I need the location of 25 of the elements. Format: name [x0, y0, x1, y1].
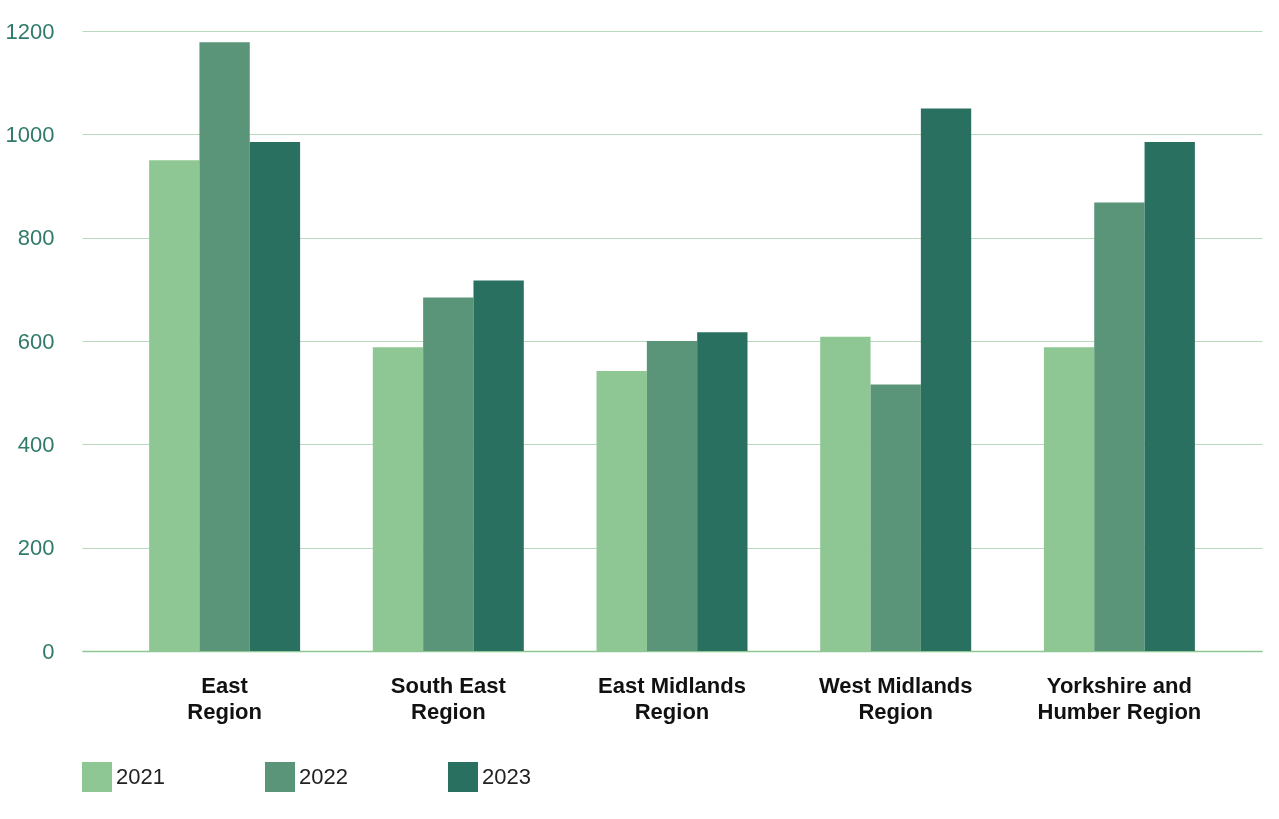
x-tick-label: West Midlands Region — [818, 672, 973, 724]
y-tick-label: 200 — [17, 535, 55, 561]
legend-label: 2022 — [299, 764, 348, 789]
y-tick-label: 1000 — [5, 121, 55, 147]
bar — [199, 42, 250, 651]
y-tick-label: 400 — [17, 431, 55, 457]
y-tick-label: 0 — [42, 638, 55, 664]
bar — [1144, 142, 1195, 651]
bar — [646, 341, 698, 651]
x-tick-label: East Midlands Region — [598, 672, 746, 724]
bar — [1094, 202, 1145, 651]
bar — [423, 297, 474, 651]
bar — [870, 384, 921, 651]
bar — [473, 280, 524, 651]
legend-label: 2021 — [116, 764, 165, 789]
x-tick-label: East Region — [187, 672, 262, 724]
y-tick-label: 1200 — [5, 18, 55, 44]
y-tick-label: 800 — [17, 225, 55, 251]
bar — [920, 108, 972, 651]
x-tick-label: Yorkshire and Humber Region — [1037, 672, 1202, 724]
x-tick-label: South East Region — [390, 672, 507, 724]
bar — [249, 142, 301, 651]
bar — [697, 332, 748, 651]
y-tick-label: 600 — [17, 328, 55, 354]
legend-label: 2023 — [482, 764, 531, 789]
